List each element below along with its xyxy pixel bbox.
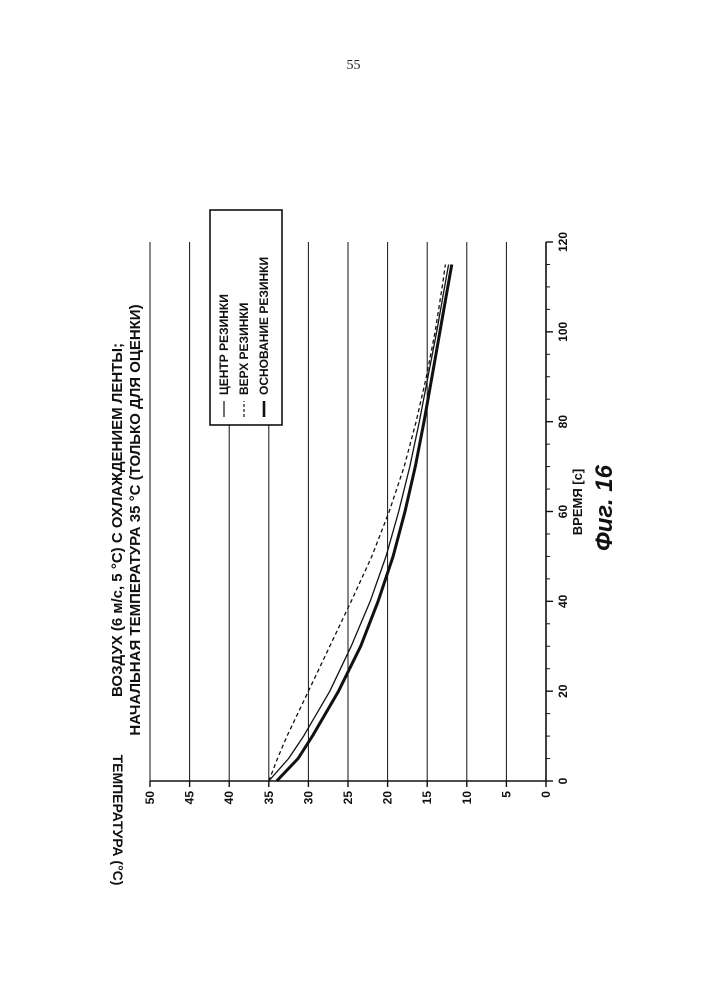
- x-tick-label-60: 60: [556, 505, 570, 519]
- legend-label-3: ОСНОВАНИЕ РЕЗИНКИ: [257, 257, 271, 395]
- legend-label-2: ВЕРХ РЕЗИНКИ: [237, 303, 251, 395]
- y-tick-label-35: 35: [262, 791, 276, 805]
- x-tick-label-0: 0: [556, 777, 570, 784]
- y-tick-label-50: 50: [143, 791, 157, 805]
- legend: ЦЕНТР РЕЗИНКИ ВЕРХ РЕЗИНКИ ОСНОВАНИЕ РЕЗИН…: [210, 210, 282, 425]
- y-axis-label: ТЕМПЕРАТУРА (°С): [110, 755, 126, 886]
- chart-title-line-2: НАЧАЛЬНАЯ ТЕМПЕРАТУРА 35 °С (ТОЛЬКО ДЛЯ …: [127, 304, 144, 735]
- legend-label-1: ЦЕНТР РЕЗИНКИ: [217, 294, 231, 395]
- y-tick-label-25: 25: [341, 791, 355, 805]
- y-tick-label-0: 0: [539, 791, 553, 798]
- figure-label: Фиг. 16: [591, 464, 618, 551]
- y-tick-label-5: 5: [499, 791, 513, 798]
- x-tick-label-80: 80: [556, 415, 570, 429]
- grid-layer: [150, 242, 506, 781]
- chart-rotated-group: 0 5 10 15 20 25 30 35 40 45 50 0 20 40 60 80 100 120 ВОЗД…: [109, 210, 618, 885]
- y-tick-label-30: 30: [301, 791, 315, 805]
- y-tick-label-10: 10: [460, 791, 474, 805]
- series-line-1: [269, 265, 449, 782]
- chart-title-line-1: ВОЗДУХ (6 м/с, 5 °С) С ОХЛАЖДЕНИЕМ ЛЕНТЫ…: [109, 343, 126, 697]
- x-tick-label-120: 120: [556, 232, 570, 252]
- x-tick-label-40: 40: [556, 594, 570, 608]
- x-tick-label-100: 100: [556, 322, 570, 342]
- series-layer: [269, 265, 452, 782]
- x-tick-label-20: 20: [556, 684, 570, 698]
- y-tick-label-45: 45: [183, 791, 197, 805]
- y-tick-label-15: 15: [420, 791, 434, 805]
- y-tick-label-40: 40: [222, 791, 236, 805]
- series-line-2: [269, 265, 446, 782]
- x-axis-label: ВРЕМЯ [с]: [570, 469, 585, 535]
- y-tick-label-20: 20: [381, 791, 395, 805]
